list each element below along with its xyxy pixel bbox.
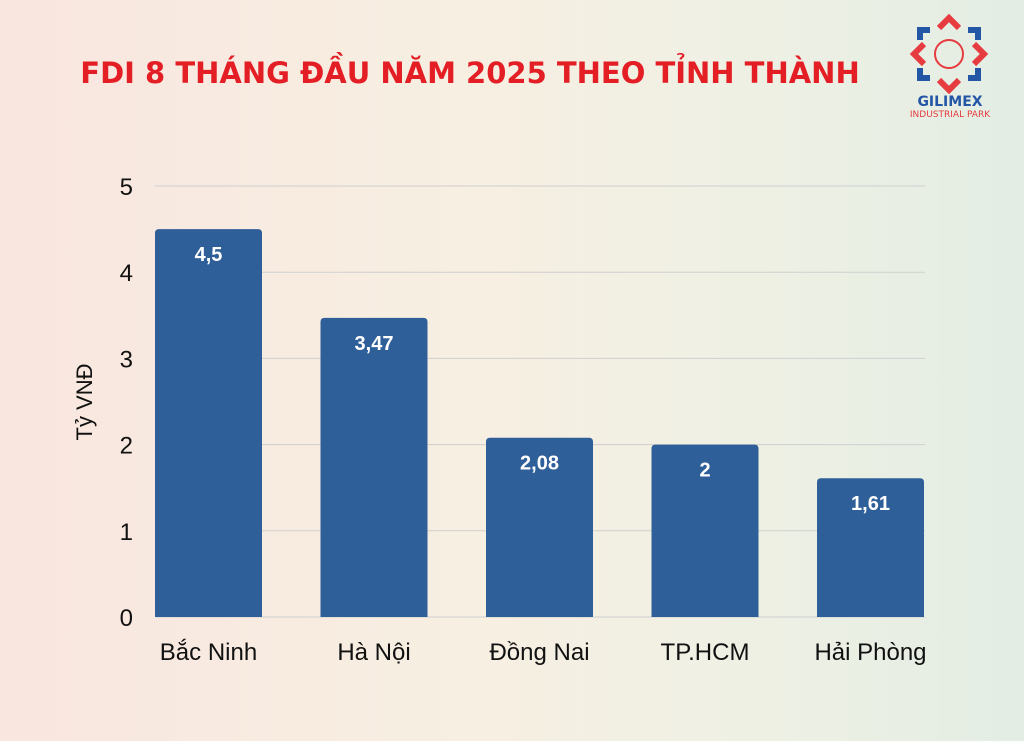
bar — [486, 437, 593, 617]
logo-name: GILIMEX — [917, 94, 983, 110]
x-tick-label: TP.HCM — [661, 639, 750, 666]
gilimex-logo: GILIMEX INDUSTRIAL PARK — [880, 13, 1020, 124]
x-tick-label: Đồng Nai — [489, 639, 589, 666]
y-tick-label: 1 — [120, 519, 133, 546]
x-tick-label: Hải Phòng — [814, 639, 926, 666]
data-label: 4,5 — [195, 244, 223, 266]
bar — [817, 478, 924, 617]
y-tick-label: 2 — [120, 433, 133, 460]
logo-mark-icon — [909, 13, 989, 95]
x-tick-label: Bắc Ninh — [160, 639, 257, 666]
bar — [651, 444, 759, 617]
chart-title: FDI 8 THÁNG ĐẦU NĂM 2025 THEO TỈNH THÀNH — [80, 56, 860, 90]
y-tick-label: 4 — [120, 260, 133, 287]
y-tick-label: 5 — [120, 174, 133, 201]
data-label: 3,47 — [355, 333, 394, 355]
x-tick-label: Hà Nội — [337, 639, 410, 666]
logo-subtitle: INDUSTRIAL PARK — [909, 110, 991, 120]
bar — [155, 229, 262, 617]
data-label: 2,08 — [520, 453, 559, 475]
y-tick-label: 0 — [120, 605, 133, 632]
bar — [320, 317, 428, 617]
data-label: 1,61 — [851, 493, 890, 515]
y-tick-label: 3 — [120, 346, 133, 373]
y-axis-label: Tỷ VNĐ — [72, 364, 97, 441]
data-label: 2 — [699, 460, 710, 482]
